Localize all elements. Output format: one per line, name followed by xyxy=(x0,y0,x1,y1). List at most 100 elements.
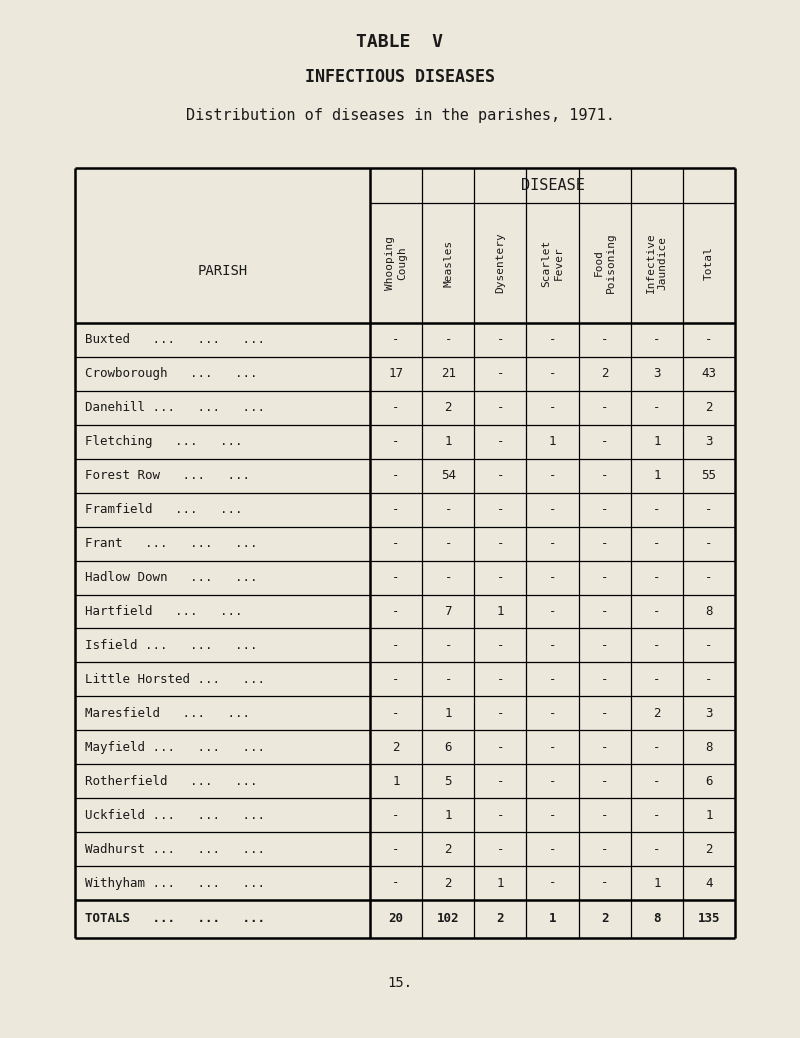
Text: -: - xyxy=(601,809,608,822)
Text: -: - xyxy=(653,333,661,347)
Text: -: - xyxy=(653,571,661,584)
Text: -: - xyxy=(497,843,504,855)
Text: -: - xyxy=(549,639,556,652)
Text: Total: Total xyxy=(704,246,714,280)
Text: -: - xyxy=(601,402,608,414)
Text: Distribution of diseases in the parishes, 1971.: Distribution of diseases in the parishes… xyxy=(186,108,614,122)
Text: -: - xyxy=(653,809,661,822)
Text: -: - xyxy=(653,673,661,686)
Text: -: - xyxy=(497,741,504,754)
Text: Dysentery: Dysentery xyxy=(495,233,506,294)
Text: -: - xyxy=(601,876,608,890)
Text: Danehill ...   ...   ...: Danehill ... ... ... xyxy=(85,402,265,414)
Text: -: - xyxy=(601,639,608,652)
Text: -: - xyxy=(705,639,713,652)
Text: 1: 1 xyxy=(549,912,556,926)
Text: 1: 1 xyxy=(497,876,504,890)
Text: 2: 2 xyxy=(705,402,713,414)
Text: -: - xyxy=(392,571,400,584)
Text: Scarlet
Fever: Scarlet Fever xyxy=(542,240,563,286)
Text: -: - xyxy=(601,774,608,788)
Text: Fletching   ...   ...: Fletching ... ... xyxy=(85,435,242,448)
Text: -: - xyxy=(549,571,556,584)
Text: PARISH: PARISH xyxy=(198,264,248,278)
Text: -: - xyxy=(392,876,400,890)
Text: Uckfield ...   ...   ...: Uckfield ... ... ... xyxy=(85,809,265,822)
Text: 2: 2 xyxy=(653,707,661,719)
Text: Measles: Measles xyxy=(443,240,454,286)
Text: 54: 54 xyxy=(441,469,456,483)
Text: -: - xyxy=(601,537,608,550)
Text: -: - xyxy=(445,639,452,652)
Text: 2: 2 xyxy=(445,402,452,414)
Text: -: - xyxy=(601,673,608,686)
Text: Withyham ...   ...   ...: Withyham ... ... ... xyxy=(85,876,265,890)
Text: -: - xyxy=(392,843,400,855)
Text: 6: 6 xyxy=(705,774,713,788)
Text: 21: 21 xyxy=(441,367,456,380)
Text: Framfield   ...   ...: Framfield ... ... xyxy=(85,503,242,516)
Text: -: - xyxy=(601,503,608,516)
Text: -: - xyxy=(705,537,713,550)
Text: Whooping
Cough: Whooping Cough xyxy=(386,236,407,290)
Text: -: - xyxy=(392,605,400,618)
Text: -: - xyxy=(549,774,556,788)
Text: 8: 8 xyxy=(705,741,713,754)
Text: -: - xyxy=(653,639,661,652)
Text: 43: 43 xyxy=(702,367,717,380)
Text: 1: 1 xyxy=(653,469,661,483)
Text: -: - xyxy=(497,469,504,483)
Text: TABLE  V: TABLE V xyxy=(357,33,443,51)
Text: -: - xyxy=(497,707,504,719)
Text: -: - xyxy=(497,673,504,686)
Text: 20: 20 xyxy=(389,912,403,926)
Text: Hadlow Down   ...   ...: Hadlow Down ... ... xyxy=(85,571,258,584)
Text: -: - xyxy=(497,639,504,652)
Text: 135: 135 xyxy=(698,912,720,926)
Text: -: - xyxy=(497,774,504,788)
Text: -: - xyxy=(653,605,661,618)
Text: -: - xyxy=(705,503,713,516)
Text: -: - xyxy=(497,435,504,448)
Text: 1: 1 xyxy=(445,435,452,448)
Text: 3: 3 xyxy=(705,435,713,448)
Text: Infective
Jaundice: Infective Jaundice xyxy=(646,233,667,294)
Text: 3: 3 xyxy=(705,707,713,719)
Text: Little Horsted ...   ...: Little Horsted ... ... xyxy=(85,673,265,686)
Text: -: - xyxy=(392,537,400,550)
Text: 8: 8 xyxy=(705,605,713,618)
Text: 2: 2 xyxy=(445,843,452,855)
Text: -: - xyxy=(497,809,504,822)
Text: -: - xyxy=(549,537,556,550)
Text: -: - xyxy=(601,435,608,448)
Text: -: - xyxy=(549,503,556,516)
Text: 3: 3 xyxy=(653,367,661,380)
Text: Food
Poisoning: Food Poisoning xyxy=(594,233,615,294)
Text: -: - xyxy=(549,469,556,483)
Text: 1: 1 xyxy=(497,605,504,618)
Text: 2: 2 xyxy=(705,843,713,855)
Text: 4: 4 xyxy=(705,876,713,890)
Text: Buxted   ...   ...   ...: Buxted ... ... ... xyxy=(85,333,265,347)
Text: -: - xyxy=(497,537,504,550)
Text: Mayfield ...   ...   ...: Mayfield ... ... ... xyxy=(85,741,265,754)
Text: Forest Row   ...   ...: Forest Row ... ... xyxy=(85,469,250,483)
Text: 5: 5 xyxy=(445,774,452,788)
Text: -: - xyxy=(549,843,556,855)
Text: Isfield ...   ...   ...: Isfield ... ... ... xyxy=(85,639,258,652)
Text: 2: 2 xyxy=(392,741,400,754)
Text: 1: 1 xyxy=(653,435,661,448)
Text: 1: 1 xyxy=(549,435,556,448)
Text: -: - xyxy=(601,843,608,855)
Text: Wadhurst ...   ...   ...: Wadhurst ... ... ... xyxy=(85,843,265,855)
Text: -: - xyxy=(392,435,400,448)
Text: -: - xyxy=(497,333,504,347)
Text: 6: 6 xyxy=(445,741,452,754)
Text: 1: 1 xyxy=(705,809,713,822)
Text: -: - xyxy=(497,571,504,584)
Text: -: - xyxy=(653,741,661,754)
Text: -: - xyxy=(392,402,400,414)
Text: 17: 17 xyxy=(389,367,403,380)
Text: 7: 7 xyxy=(445,605,452,618)
Text: TOTALS   ...   ...   ...: TOTALS ... ... ... xyxy=(85,912,265,926)
